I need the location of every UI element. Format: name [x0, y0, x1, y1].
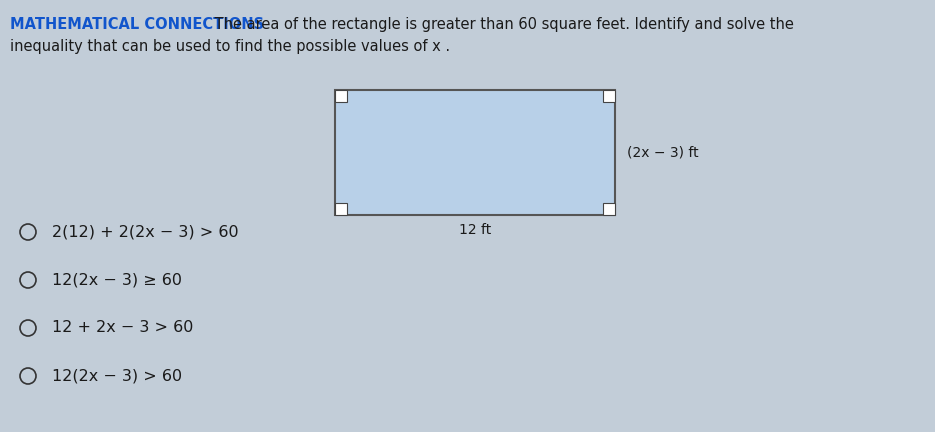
Text: 12 + 2x − 3 > 60: 12 + 2x − 3 > 60	[52, 321, 194, 336]
Text: 2(12) + 2(2x − 3) > 60: 2(12) + 2(2x − 3) > 60	[52, 225, 238, 239]
Bar	[335, 90, 615, 215]
Text: inequality that can be used to find the possible values of x .: inequality that can be used to find the …	[10, 39, 450, 54]
Bar	[603, 90, 615, 102]
Text: 12(2x − 3) > 60: 12(2x − 3) > 60	[52, 368, 182, 384]
Text: 12(2x − 3) ≥ 60: 12(2x − 3) ≥ 60	[52, 273, 182, 288]
Bar	[603, 203, 615, 215]
Text: The area of the rectangle is greater than 60 square feet. Identify and solve the: The area of the rectangle is greater tha…	[210, 17, 794, 32]
Text: 12 ft: 12 ft	[459, 223, 491, 237]
Text: MATHEMATICAL CONNECTIONS: MATHEMATICAL CONNECTIONS	[10, 17, 264, 32]
Bar	[335, 90, 347, 102]
Bar	[335, 203, 347, 215]
Text: (2x − 3) ft: (2x − 3) ft	[627, 146, 698, 159]
